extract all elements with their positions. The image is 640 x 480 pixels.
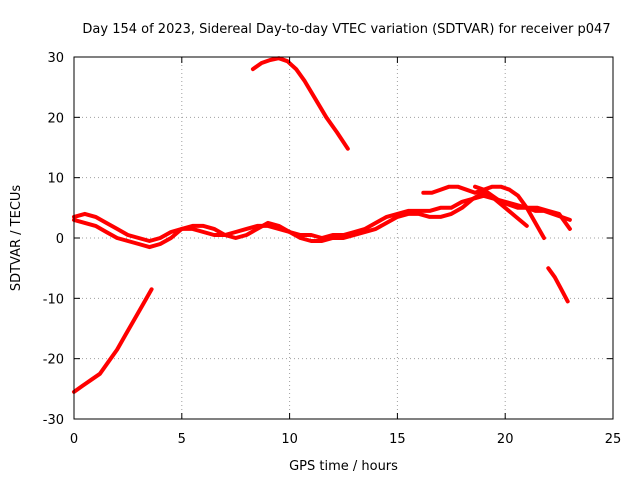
series-line-arc-2 xyxy=(250,56,350,151)
y-tick-label: 0 xyxy=(56,232,64,247)
y-axis-title: SDTVAR / TECUs xyxy=(9,185,24,292)
series-line-arc-6 xyxy=(473,184,572,222)
y-tick-label: 10 xyxy=(47,172,64,187)
x-tick-label: 0 xyxy=(70,432,78,447)
y-tick-label: -20 xyxy=(43,353,64,368)
series-layer xyxy=(72,56,572,394)
axis-ticks: 0 5 10 15 20 25 -30 -20 -10 0 10 20 30 xyxy=(43,51,622,447)
x-tick-label: 10 xyxy=(281,432,298,447)
x-tick-label: 5 xyxy=(178,432,186,447)
series-line-arc-3 xyxy=(72,193,572,243)
series-line-arc-4 xyxy=(72,190,529,250)
y-tick-label: 30 xyxy=(47,51,64,66)
series-line-arc-7 xyxy=(546,266,570,304)
x-tick-label: 20 xyxy=(497,432,514,447)
x-tick-label: 15 xyxy=(389,432,406,447)
y-tick-label: -30 xyxy=(43,413,64,428)
x-tick-label: 25 xyxy=(605,432,622,447)
y-tick-label: 20 xyxy=(47,111,64,126)
x-axis-title: GPS time / hours xyxy=(289,459,398,474)
y-tick-label: -10 xyxy=(43,292,64,307)
series-line-arc-1 xyxy=(72,287,154,394)
grid-lines xyxy=(74,57,613,419)
chart-title: Day 154 of 2023, Sidereal Day-to-day VTE… xyxy=(82,22,610,37)
